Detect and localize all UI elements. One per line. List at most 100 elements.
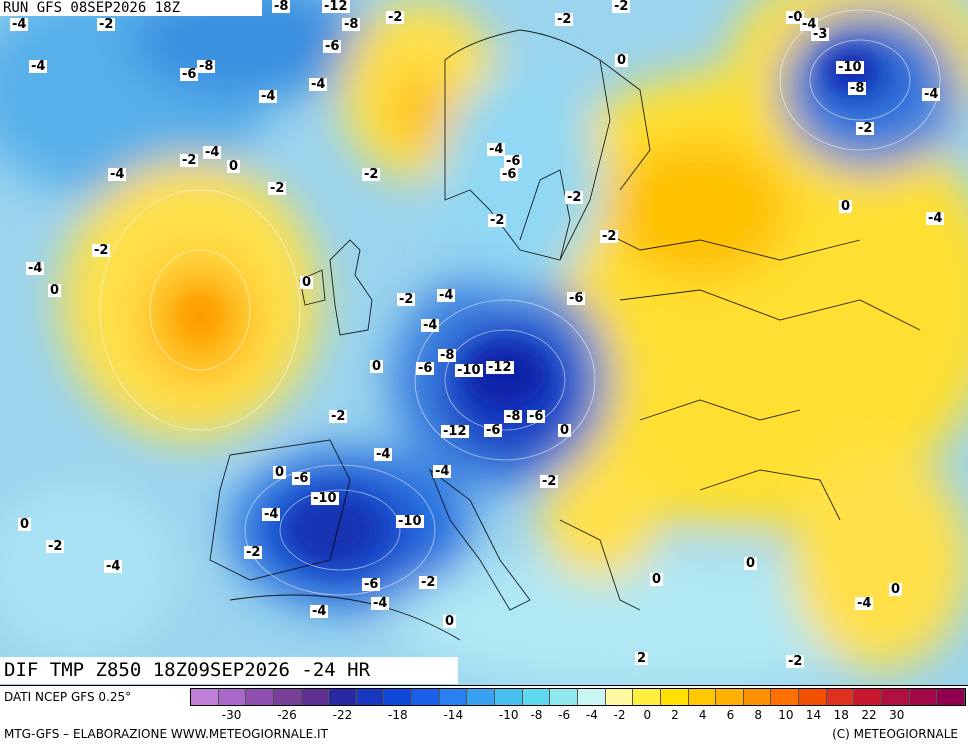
map-value-label: 0 xyxy=(889,582,903,597)
map-value-label: -12 xyxy=(486,360,514,375)
map-value-label: 0 xyxy=(48,283,62,298)
legend-swatch xyxy=(439,689,468,705)
map-value-label: -10 xyxy=(836,60,864,75)
map-value-label: -4 xyxy=(262,507,281,522)
map-value-label: -4 xyxy=(104,559,123,574)
legend-tick-label: -26 xyxy=(277,708,297,722)
map-value-label: -2 xyxy=(565,190,584,205)
map-value-label: -2 xyxy=(386,10,405,25)
map-value-label: 0 xyxy=(839,199,853,214)
map-value-label: -10 xyxy=(455,363,483,378)
map-value-label: -2 xyxy=(97,17,116,32)
map-value-label: -8 xyxy=(197,59,216,74)
map-value-label: -6 xyxy=(416,361,435,376)
map-value-label: 0 xyxy=(273,465,287,480)
map-value-label: 0 xyxy=(558,423,572,438)
legend-swatch xyxy=(329,689,357,705)
data-source-text: DATI NCEP GFS 0.25° xyxy=(4,690,132,704)
legend-swatch xyxy=(826,689,855,705)
map-value-label: -2 xyxy=(244,545,263,560)
map-value-label: -4 xyxy=(309,77,328,92)
legend-tick-label: -4 xyxy=(585,708,598,722)
legend-swatch xyxy=(882,689,910,705)
map-value-label: 0 xyxy=(650,572,664,587)
map-value-label: -4 xyxy=(26,261,45,276)
map-value-label: 0 xyxy=(300,275,314,290)
legend-tick-label: -14 xyxy=(443,708,464,722)
map-value-label: 0 xyxy=(615,53,629,68)
legend-swatch xyxy=(743,689,772,705)
map-value-label: -2 xyxy=(555,12,574,27)
map-value-label: -4 xyxy=(800,17,819,32)
map-value-label: -4 xyxy=(310,604,329,619)
map-value-label: 0 xyxy=(18,517,32,532)
map-value-label: -12 xyxy=(322,0,350,14)
legend-tick-label: -18 xyxy=(388,708,408,722)
map-value-label: -0 xyxy=(786,10,805,25)
legend-swatch xyxy=(716,689,744,705)
legend-tick-label: -8 xyxy=(530,708,543,722)
map-value-label: -4 xyxy=(922,87,941,102)
map-value-label: -8 xyxy=(848,81,867,96)
legend-swatch xyxy=(799,689,827,705)
legend-tick-label: 14 xyxy=(805,708,822,722)
legend-tick-label: -22 xyxy=(332,708,353,722)
map-value-label: -2 xyxy=(856,121,875,136)
legend-swatch xyxy=(384,689,413,705)
map-value-label: -8 xyxy=(438,348,457,363)
map-value-label: -2 xyxy=(540,474,559,489)
map-value-label: -4 xyxy=(10,17,29,32)
map-value-label: -6 xyxy=(500,167,519,182)
legend-swatch xyxy=(909,689,938,705)
map-value-label: -2 xyxy=(600,229,619,244)
map-value-label: -3 xyxy=(811,27,830,42)
map-value-label: -2 xyxy=(268,181,287,196)
legend-swatch xyxy=(605,689,634,705)
footer-panel: DATI NCEP GFS 0.25° -30 -26 -22 -18 -14 -10 -8… xyxy=(0,685,968,746)
map-value-label: -2 xyxy=(362,167,381,182)
map-value-label: -4 xyxy=(371,596,390,611)
legend-tick-label: -30 xyxy=(221,708,242,722)
legend-swatch xyxy=(660,689,689,705)
map-value-label: -6 xyxy=(484,423,503,438)
legend-swatch xyxy=(854,689,883,705)
map-value-label: -2 xyxy=(92,243,111,258)
legend-tick-label: 18 xyxy=(833,708,849,722)
legend-tick-label: -2 xyxy=(613,708,626,722)
map-value-label: -2 xyxy=(180,153,199,168)
map-value-label: 0 xyxy=(227,159,241,174)
legend-swatch xyxy=(246,689,274,705)
map-value-label: -4 xyxy=(203,145,222,160)
map-value-label: -2 xyxy=(612,0,631,14)
map-value-label: -6 xyxy=(527,409,546,424)
map-value-label: -12 xyxy=(441,424,469,439)
map-value-label: 0 xyxy=(443,614,457,629)
map-value-label: -2 xyxy=(419,575,438,590)
legend-swatch xyxy=(771,689,800,705)
map-value-label: -4 xyxy=(926,211,945,226)
map-value-label: -6 xyxy=(323,39,342,54)
map-value-label: 0 xyxy=(744,556,758,571)
legend-tick-label: 0 xyxy=(643,708,652,722)
map-value-label: -2 xyxy=(329,409,348,424)
legend-tick-label: 8 xyxy=(754,708,762,722)
map-value-label: -2 xyxy=(786,654,805,669)
contour-lines xyxy=(99,9,941,596)
legend-tick-label: 10 xyxy=(778,708,794,722)
legend-tick-label: 30 xyxy=(889,708,905,722)
legend-swatch xyxy=(301,689,330,705)
legend-swatch xyxy=(467,689,496,705)
legend-swatch xyxy=(937,689,965,705)
map-value-label: -4 xyxy=(437,288,456,303)
map-value-label: -4 xyxy=(259,89,278,104)
anomaly-detail xyxy=(180,50,875,560)
map-value-label: -4 xyxy=(421,318,440,333)
map-value-label: -4 xyxy=(108,167,127,182)
credit-text: MTG-GFS – ELABORAZIONE WWW.METEOGIORNALE… xyxy=(4,727,328,741)
legend-swatch xyxy=(522,689,551,705)
legend-tick-label: -10 xyxy=(498,708,519,722)
map-value-label: -4 xyxy=(374,447,393,462)
map-value-label: -10 xyxy=(311,491,339,506)
legend-swatch xyxy=(356,689,385,705)
